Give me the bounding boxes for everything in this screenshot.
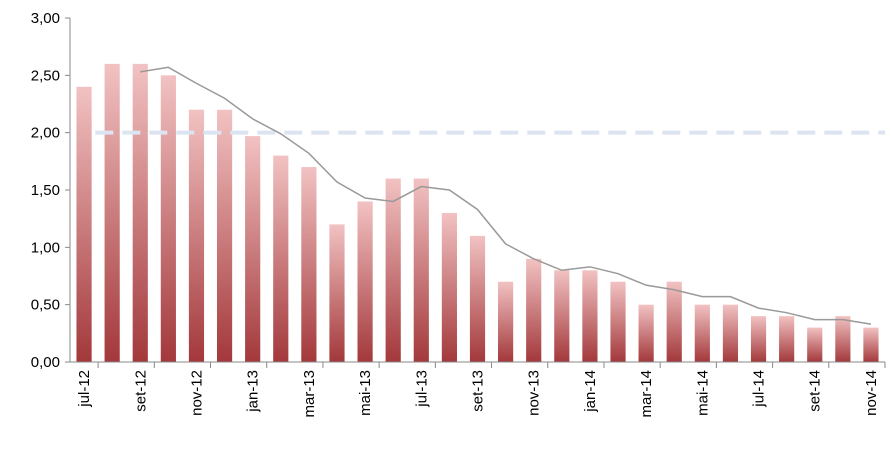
y-tick-label: 2,00: [31, 125, 60, 142]
x-tick-label: set-13: [470, 370, 487, 412]
y-tick-label: 0,50: [31, 297, 60, 314]
bar: [385, 178, 401, 362]
x-tick-label: mar-14: [638, 370, 655, 418]
x-tick-label: mai-13: [357, 370, 374, 416]
bar: [498, 281, 514, 362]
x-tick-label: set-14: [807, 370, 824, 412]
bar: [132, 63, 148, 362]
x-tick-label: jan-13: [245, 370, 262, 413]
bar: [329, 224, 345, 362]
bar: [245, 136, 261, 362]
bar: [610, 281, 626, 362]
bar: [76, 86, 92, 363]
bar: [582, 270, 598, 362]
bar: [863, 327, 879, 362]
bar: [722, 304, 739, 362]
x-tick-label: jul-12: [76, 370, 93, 408]
bar: [301, 167, 317, 362]
bar: [413, 178, 429, 362]
x-tick-label: jan-14: [582, 370, 599, 413]
line: [140, 66, 872, 325]
bar: [188, 109, 205, 362]
x-tick-label: mai-14: [694, 370, 711, 416]
bar: [104, 63, 120, 362]
x-tick-label: jul-13: [413, 370, 430, 408]
bar: [216, 109, 233, 362]
x-tick-label: set-12: [132, 370, 149, 412]
y-tick-label: 2,50: [31, 67, 60, 84]
y-tick-label: 0,00: [31, 354, 60, 371]
x-tick-label: mar-13: [301, 370, 318, 418]
bar: [694, 304, 710, 362]
bar: [779, 316, 795, 362]
y-tick-label: 3,00: [31, 10, 60, 27]
bar: [666, 281, 682, 362]
bar: [526, 258, 542, 362]
x-tick-label: nov-14: [863, 370, 880, 416]
bar: [750, 316, 767, 362]
bar: [469, 235, 486, 362]
bar: [638, 304, 654, 362]
y-tick-label: 1,00: [31, 239, 60, 256]
bar: [835, 316, 851, 362]
bar: [357, 201, 373, 362]
x-tick-label: nov-13: [526, 370, 543, 416]
bar: [554, 270, 570, 362]
bar: [807, 327, 823, 362]
bar: [273, 155, 289, 362]
x-tick-label: jul-14: [751, 370, 768, 408]
bar: [441, 212, 457, 362]
y-tick-label: 1,50: [31, 182, 60, 199]
x-tick-label: nov-12: [188, 370, 205, 416]
bar: [160, 75, 176, 362]
